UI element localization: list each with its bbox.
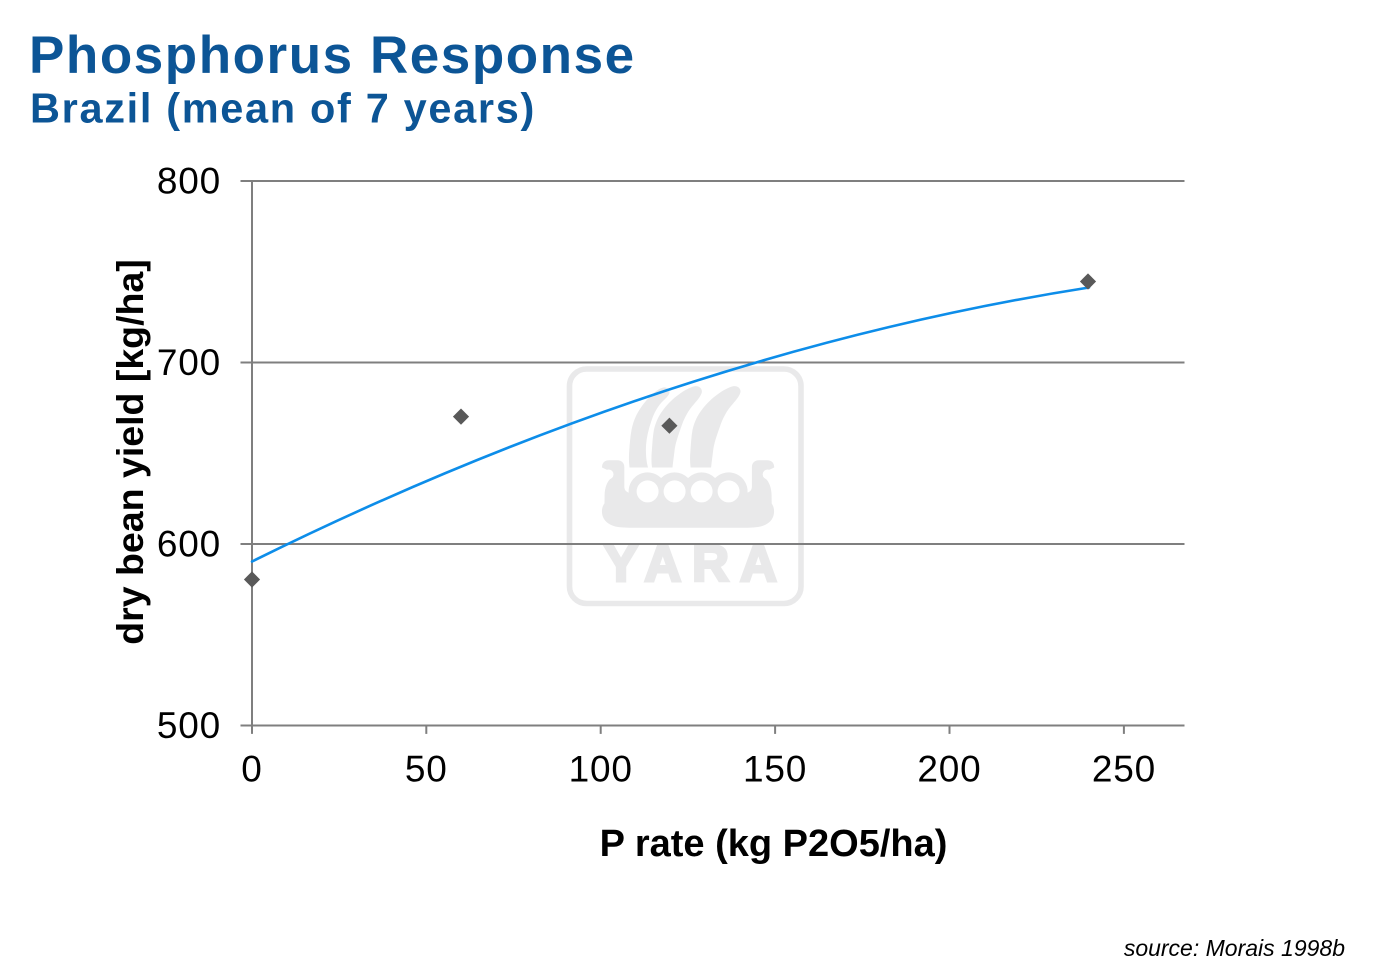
- svg-text:700: 700: [157, 342, 221, 383]
- svg-text:800: 800: [157, 161, 221, 202]
- svg-text:0: 0: [241, 749, 262, 790]
- svg-text:50: 50: [405, 749, 448, 790]
- svg-text:P rate (kg P2O5/ha): P rate (kg P2O5/ha): [600, 823, 948, 865]
- svg-text:source: Morais 1998b: source: Morais 1998b: [1124, 935, 1345, 961]
- svg-text:150: 150: [743, 749, 807, 790]
- svg-text:Phosphorus Response: Phosphorus Response: [29, 26, 636, 85]
- svg-text:100: 100: [569, 749, 633, 790]
- svg-text:200: 200: [917, 749, 981, 790]
- svg-text:600: 600: [157, 524, 221, 565]
- svg-text:500: 500: [157, 705, 221, 746]
- svg-text:250: 250: [1092, 749, 1156, 790]
- svg-text:dry bean yield [kg/ha]: dry bean yield [kg/ha]: [109, 259, 151, 645]
- svg-text:Brazil (mean of 7 years): Brazil (mean of 7 years): [30, 84, 536, 131]
